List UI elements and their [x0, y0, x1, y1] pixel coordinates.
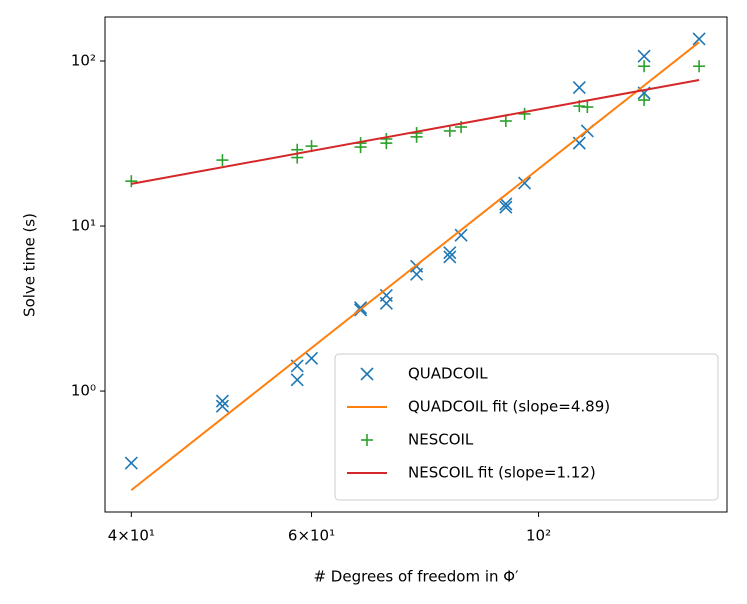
y-tick-label: 10²	[71, 52, 96, 70]
data-point	[499, 200, 513, 214]
legend: QUADCOIL QUADCOIL fit (slope=4.89) NESCOIL…	[334, 353, 719, 501]
marker-stroke	[304, 351, 319, 365]
data-point	[572, 81, 586, 95]
marker-stroke	[572, 81, 586, 95]
marker-stroke	[215, 399, 229, 413]
marker-stroke	[379, 296, 393, 310]
marker-stroke	[410, 267, 424, 281]
data-point	[637, 49, 651, 63]
legend-swatch	[361, 434, 373, 446]
y-tick-label: 10⁰	[71, 382, 96, 400]
data-point	[518, 107, 531, 120]
data-point	[354, 141, 367, 154]
data-point	[379, 296, 393, 310]
data-point	[454, 228, 468, 242]
plot-frame	[104, 16, 728, 513]
data-point	[499, 197, 513, 211]
marker-stroke	[692, 32, 706, 46]
legend-label: NESCOIL	[408, 431, 474, 449]
fit-line	[130, 41, 700, 491]
legend-label: QUADCOIL	[408, 365, 488, 383]
data-point	[499, 115, 512, 128]
data-point	[380, 137, 393, 150]
data-point	[124, 456, 138, 470]
legend-label: QUADCOIL fit (slope=4.89)	[408, 398, 610, 416]
marker-stroke	[572, 136, 586, 150]
marker-stroke	[499, 200, 513, 214]
legend-swatch	[360, 367, 374, 381]
marker-stroke	[360, 367, 374, 381]
x-tick-label: 10²	[526, 527, 551, 545]
data-point	[638, 94, 651, 107]
data-point	[125, 175, 138, 188]
data-point	[638, 60, 651, 73]
fit-line	[131, 79, 700, 185]
data-point	[443, 124, 456, 137]
data-point	[304, 351, 319, 365]
plot-area	[124, 32, 706, 491]
marker-stroke	[454, 228, 468, 242]
data-point	[581, 101, 594, 114]
x-tick-label: 6×10¹	[288, 527, 335, 545]
x-axis-label: # Degrees of freedom in Φ′	[313, 568, 519, 586]
data-point	[518, 176, 532, 190]
marker-stroke	[518, 176, 532, 190]
marker-stroke	[124, 456, 138, 470]
marker-stroke	[443, 246, 457, 260]
y-axis-label: Solve time (s)	[21, 213, 39, 317]
marker-stroke	[443, 250, 457, 264]
data-point	[410, 130, 423, 143]
marker-stroke	[215, 394, 229, 408]
data-point	[216, 154, 229, 167]
data-point	[290, 373, 304, 387]
data-point	[692, 32, 706, 46]
data-point	[443, 250, 457, 264]
legend-label: NESCOIL fit (slope=1.12)	[408, 464, 596, 482]
marker-stroke	[637, 49, 651, 63]
data-point	[215, 399, 229, 413]
marker-stroke	[290, 373, 304, 387]
data-point	[693, 60, 706, 73]
data-point	[410, 267, 424, 281]
data-point	[443, 246, 457, 260]
marker-stroke	[499, 197, 513, 211]
data-point	[215, 394, 229, 408]
legend-box	[334, 353, 719, 501]
y-tick-label: 10¹	[71, 217, 96, 235]
x-tick-label: 4×10¹	[108, 527, 155, 545]
marker-stroke	[290, 359, 304, 373]
